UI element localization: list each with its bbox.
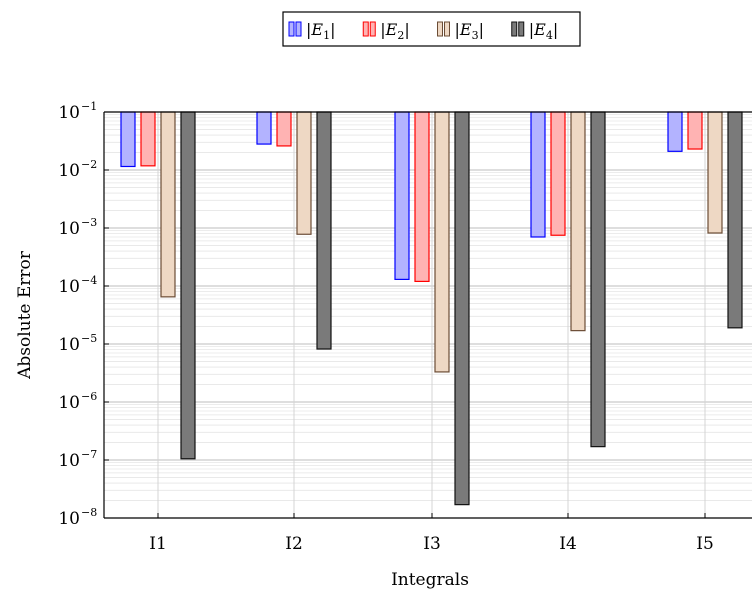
x-tick-label: I5 [696, 534, 714, 554]
grid-lines [104, 112, 752, 519]
legend-swatch [362, 21, 369, 37]
bar-I1-4 [180, 111, 196, 460]
y-tick-label: 10 [58, 451, 80, 471]
bars [120, 111, 743, 506]
legend-swatch [518, 21, 525, 37]
y-tick-label: 10 [58, 509, 80, 529]
y-tick-exponent: −3 [81, 216, 97, 229]
bar-I1-3 [160, 111, 176, 298]
bar-I5-4 [727, 111, 743, 329]
bar-I1-2 [140, 111, 156, 167]
x-tick-label: I3 [423, 534, 441, 554]
legend-swatch [511, 21, 518, 37]
legend-label: |E3| [455, 20, 484, 42]
y-tick-exponent: −1 [81, 100, 97, 113]
x-tick-label: I4 [559, 534, 577, 554]
legend-box [282, 11, 581, 47]
legend-swatch [295, 21, 302, 37]
bar-I4-3 [570, 111, 586, 332]
bar-I5-2 [687, 111, 703, 150]
bar-I3-3 [434, 111, 450, 373]
legend: |E1| |E2| |E3| |E4| [282, 11, 581, 47]
bar-I3-4 [454, 111, 470, 506]
y-tick-label: 10 [58, 335, 80, 355]
x-tick-label: I2 [285, 534, 303, 554]
y-tick-exponent: −7 [81, 448, 97, 461]
legend-swatch [369, 21, 376, 37]
bar-I2-4 [316, 111, 332, 350]
legend-swatch [437, 21, 443, 37]
bar-I5-1 [667, 111, 683, 152]
bar-I2-3 [296, 111, 312, 235]
y-tick-exponent: −6 [81, 390, 97, 403]
bar-I4-1 [530, 111, 546, 238]
legend-swatch [444, 21, 450, 37]
legend-label: |E2| [380, 20, 409, 42]
bar-I5-3 [707, 111, 723, 234]
bar-I3-1 [394, 111, 410, 280]
y-tick-labels: 10−810−710−610−510−410−310−210−1 [58, 100, 109, 529]
y-tick-exponent: −5 [81, 332, 97, 345]
bar-I2-2 [276, 111, 292, 147]
legend-label: |E1| [306, 20, 335, 42]
y-tick-label: 10 [58, 393, 80, 413]
x-tick-labels: I1 I2 I3 I4 I5 [149, 513, 714, 554]
y-tick-label: 10 [58, 103, 80, 123]
bar-I4-2 [550, 111, 566, 236]
y-axis-label: Absolute Error [15, 250, 35, 380]
legend-swatch [288, 21, 295, 37]
bar-I2-1 [256, 111, 272, 145]
x-axis-label: Integrals [391, 570, 469, 590]
y-tick-exponent: −4 [81, 274, 97, 287]
bar-I4-4 [590, 111, 606, 448]
y-tick-exponent: −2 [81, 158, 97, 171]
legend-label: |E4| [529, 20, 558, 42]
bar-I3-2 [414, 111, 430, 283]
x-tick-label: I1 [149, 534, 167, 554]
y-tick-label: 10 [58, 161, 80, 181]
bar-I1-1 [120, 111, 136, 168]
y-tick-exponent: −8 [81, 506, 97, 519]
y-tick-label: 10 [58, 277, 80, 297]
y-tick-label: 10 [58, 219, 80, 239]
